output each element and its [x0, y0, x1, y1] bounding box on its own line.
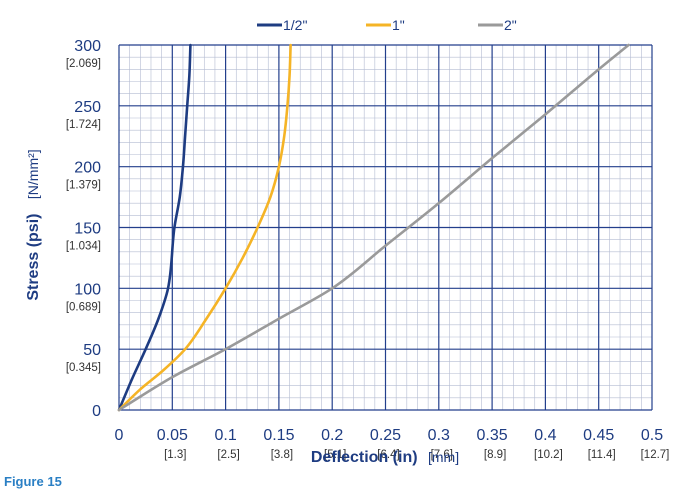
y-axis-title: Stress (psi) [N/mm²]	[25, 149, 42, 300]
y-tick-label-nmm2: [1.724]	[66, 119, 101, 131]
x-tick-label: 0.4	[534, 427, 556, 444]
y-tick-label-nmm2: [0.345]	[66, 362, 101, 374]
x-tick-label: 0.45	[583, 427, 614, 444]
y-axis-title-text: Stress (psi)	[25, 214, 42, 301]
x-axis-title-text: Deflection (in)	[311, 449, 418, 466]
x-tick-label: 0.25	[370, 427, 401, 444]
x-axis-title: Deflection (in) [mm]	[311, 449, 459, 466]
x-tick-label-mm: [7.6]	[431, 449, 453, 461]
x-tick-label: 0.3	[428, 427, 450, 444]
legend-label-half-inch: 1/2"	[283, 17, 307, 33]
y-tick-label: 200	[74, 160, 101, 177]
x-tick-label-mm: [5.1]	[324, 449, 346, 461]
x-tick-label-mm: [1.3]	[164, 449, 186, 461]
figure-label: Figure 15	[4, 474, 62, 489]
y-tick-label: 250	[74, 99, 101, 116]
x-tick-label-mm: [12.7]	[641, 449, 670, 461]
y-tick-labels: 0 50 [0.345] 100 [0.689] 150 [1.034] 200 [1.379]…	[66, 38, 101, 420]
series-line-one-inch	[117, 43, 292, 412]
x-tick-label-mm: [10.2]	[534, 449, 563, 461]
y-tick-label: 50	[83, 342, 101, 359]
x-tick-label: 0.2	[321, 427, 343, 444]
x-tick-label: 0	[115, 427, 124, 444]
y-tick-label: 0	[92, 403, 101, 420]
legend-label-one-inch: 1"	[392, 17, 405, 33]
y-tick-label: 300	[74, 38, 101, 55]
y-tick-label-nmm2: [2.069]	[66, 58, 101, 70]
x-tick-label: 0.05	[157, 427, 188, 444]
x-tick-label: 0.5	[641, 427, 663, 444]
x-tick-label: 0.15	[263, 427, 294, 444]
y-axis-unit: [N/mm²]	[25, 149, 41, 199]
x-tick-label: 0.1	[214, 427, 236, 444]
x-tick-label-mm: [8.9]	[484, 449, 506, 461]
y-tick-label-nmm2: [0.689]	[66, 301, 101, 313]
x-tick-label-mm: [2.5]	[217, 449, 239, 461]
y-tick-label-nmm2: [1.034]	[66, 241, 101, 253]
x-axis-unit: [mm]	[428, 449, 459, 465]
legend: 1/2" 1" 2"	[257, 17, 517, 33]
x-tick-label: 0.35	[477, 427, 508, 444]
y-tick-label: 150	[74, 221, 101, 238]
major-grid	[118, 44, 653, 411]
x-tick-labels: 0 0.05 [1.3] 0.1 [2.5] 0.15 [3.8] 0.2 [5.1] 0.25 […	[115, 427, 670, 461]
series-line-two-inch	[117, 43, 630, 412]
series-line-half-inch	[117, 43, 192, 412]
legend-label-two-inch: 2"	[504, 17, 517, 33]
x-tick-label-mm: [11.4]	[588, 449, 616, 461]
y-tick-label: 100	[74, 281, 101, 298]
series-layer	[117, 43, 630, 412]
y-tick-label-nmm2: [1.379]	[66, 180, 101, 192]
x-tick-label-mm: [3.8]	[271, 449, 293, 461]
x-tick-label-mm: [6.4]	[377, 449, 399, 461]
